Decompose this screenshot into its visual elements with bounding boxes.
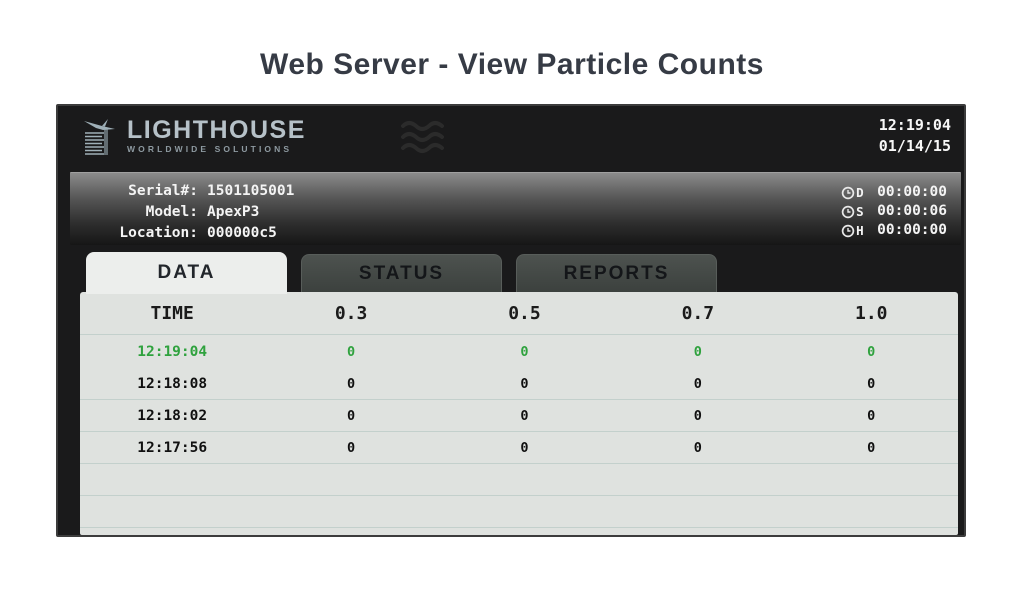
row-value: 0 (693, 375, 702, 392)
row-value: 0 (347, 439, 356, 456)
row-value: 0 (520, 439, 529, 456)
row-value: 0 (347, 343, 356, 360)
row-value: 0 (693, 439, 702, 456)
model-label: Model: (145, 204, 198, 220)
tab-status[interactable]: STATUS (301, 254, 502, 292)
timer-row-h: H 00:00:00 (841, 221, 947, 240)
timer-row-d: D 00:00:00 (841, 183, 947, 202)
timer-value-h: 00:00:00 (877, 222, 947, 238)
table-row: 12:19:04 0 0 0 0 (80, 335, 958, 368)
row-value: 0 (867, 407, 876, 424)
row-value: 0 (520, 407, 529, 424)
row-value: 0 (693, 343, 702, 360)
column-header-0_5: 0.5 (508, 302, 541, 324)
table-row (80, 496, 958, 528)
lighthouse-logo-icon (84, 119, 115, 155)
timer-key-d: D (856, 185, 864, 200)
clock-icon (841, 224, 855, 237)
timer-key-h: H (856, 223, 864, 238)
clock-block: 12:19:04 01/14/15 (879, 115, 951, 157)
current-date: 01/14/15 (878, 137, 951, 155)
row-value: 0 (867, 439, 876, 456)
tab-bar: DATA STATUS REPORTS (86, 252, 717, 294)
waves-watermark-icon (401, 121, 444, 153)
row-value: 0 (867, 375, 876, 392)
timer-row-s: S 00:00:06 (841, 202, 947, 221)
timer-value-s: 00:00:06 (877, 203, 947, 219)
tab-data[interactable]: DATA (86, 252, 287, 294)
table-header-row: TIME 0.3 0.5 0.7 1.0 (80, 292, 958, 335)
column-header-1_0: 1.0 (854, 302, 888, 324)
lighthouse-logo: LIGHTHOUSE WORLDWIDE SOLUTIONS (82, 117, 306, 157)
column-header-0_7: 0.7 (681, 302, 715, 324)
clock-icon (841, 205, 855, 218)
current-time: 12:19:04 (878, 116, 951, 134)
table-row: 12:17:56 0 0 0 0 (80, 432, 958, 464)
logo-title: LIGHTHOUSE (127, 116, 306, 144)
tab-reports[interactable]: REPORTS (516, 254, 717, 292)
table-body: 12:19:04 0 0 0 0 12:18:08 0 0 0 0 12:18:… (80, 335, 958, 528)
timer-value-d: 00:00:00 (877, 184, 947, 200)
logo-text: LIGHTHOUSE WORLDWIDE SOLUTIONS (127, 117, 306, 154)
clock-icon (841, 186, 855, 199)
row-time: 12:18:02 (137, 407, 208, 424)
row-value: 0 (347, 407, 356, 424)
row-value: 0 (347, 375, 356, 392)
timer-key-s: S (856, 204, 864, 219)
table-row: 12:18:02 0 0 0 0 (80, 400, 958, 432)
serial-label: Serial#: (128, 183, 198, 199)
column-header-0_3: 0.3 (334, 302, 368, 324)
device-fields: Serial#: 1501105001 Model: ApexP3 Locati… (70, 173, 294, 245)
row-time: 12:18:08 (137, 375, 208, 392)
model-value: ApexP3 (207, 204, 260, 220)
timer-list: D 00:00:00 S 00:00:06 H 00:00:00 (841, 173, 961, 245)
web-server-window: LIGHTHOUSE WORLDWIDE SOLUTIONS 12:19:04 … (56, 104, 966, 537)
table-row (80, 464, 958, 496)
serial-value: 1501105001 (207, 183, 295, 199)
row-value: 0 (867, 343, 876, 360)
row-value: 0 (520, 375, 529, 392)
row-time: 12:17:56 (137, 439, 208, 456)
row-time: 12:19:04 (137, 343, 208, 360)
table-row: 12:18:08 0 0 0 0 (80, 368, 958, 400)
data-panel: TIME 0.3 0.5 0.7 1.0 12:19:04 0 0 0 0 12… (80, 292, 958, 535)
header-bar: LIGHTHOUSE WORLDWIDE SOLUTIONS 12:19:04 … (58, 106, 964, 172)
page-title: Web Server - View Particle Counts (260, 48, 764, 81)
location-value: 000000c5 (207, 225, 277, 241)
row-value: 0 (693, 407, 702, 424)
logo-subtitle: WORLDWIDE SOLUTIONS (127, 144, 293, 154)
column-header-time: TIME (150, 302, 194, 324)
device-info-bar: Serial#: 1501105001 Model: ApexP3 Locati… (70, 172, 961, 245)
location-label: Location: (119, 225, 198, 241)
row-value: 0 (520, 343, 529, 360)
